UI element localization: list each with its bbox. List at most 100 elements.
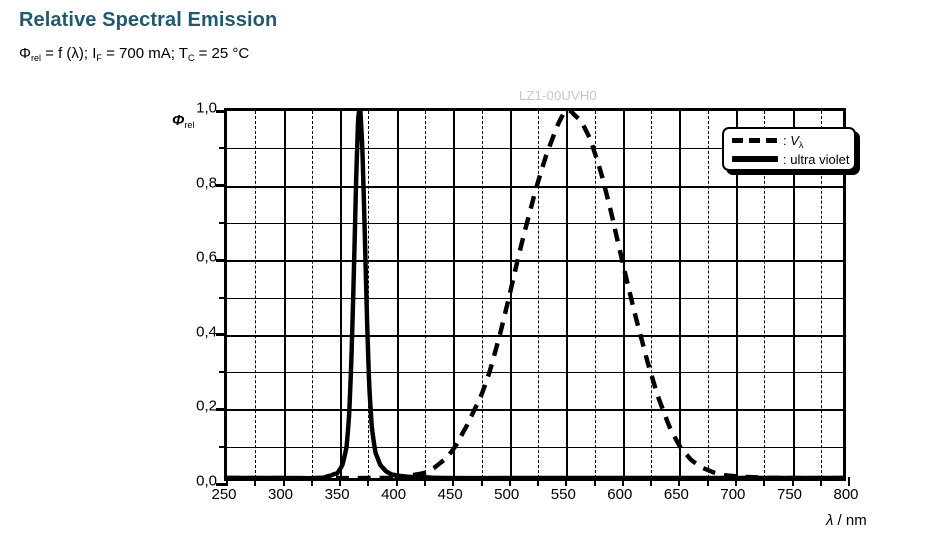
- x-tick: [282, 477, 285, 486]
- x-tick: [480, 480, 483, 486]
- grid-hline: [227, 372, 843, 374]
- x-tick-label: 550: [550, 486, 576, 503]
- grid-vline-dashed: [311, 111, 313, 478]
- grid-hline: [227, 446, 843, 448]
- x-axis-symbol: λ: [826, 512, 834, 529]
- grid-hline: [227, 297, 843, 299]
- grid-vline: [792, 111, 795, 478]
- y-tick-label: 1,0: [196, 99, 217, 117]
- y-tick: [219, 371, 227, 374]
- x-tick-label: 300: [267, 486, 294, 503]
- x-tick-label: 250: [211, 486, 237, 503]
- y-tick-label: 0,4: [196, 323, 217, 341]
- grid-vline: [566, 111, 569, 478]
- grid-vline-dashed: [764, 111, 766, 478]
- grid-vline-dashed: [820, 111, 822, 478]
- x-tick: [565, 477, 568, 486]
- subtitle-i-sub: F: [96, 53, 102, 63]
- y-tick: [219, 147, 227, 150]
- subtitle-eq3: = 25 °C: [194, 45, 250, 62]
- y-tick: [216, 482, 227, 486]
- subtitle-t-sub: C: [187, 53, 195, 63]
- x-tick-label: 400: [381, 486, 407, 503]
- x-tick-label: 650: [663, 486, 689, 503]
- legend-item-ultra-violet: : ultra violet: [732, 150, 849, 168]
- grid-vline: [453, 111, 456, 478]
- y-tick: [216, 407, 227, 411]
- x-axis-labels: 250 300 350 400 450 500 550 600 650 700 750 800: [211, 486, 858, 508]
- y-tick: [216, 109, 227, 113]
- legend-label-ultra-violet: : ultra violet: [783, 151, 850, 167]
- grid-vline: [340, 111, 343, 478]
- x-tick-label: 450: [437, 486, 463, 503]
- x-tick: [819, 480, 822, 486]
- x-tick: [593, 480, 596, 486]
- legend-solid-line-icon: [732, 152, 778, 166]
- x-tick-label: 350: [324, 486, 350, 503]
- legend-label-v-lambda: : Vλ: [783, 132, 804, 150]
- x-tick: [339, 477, 342, 486]
- grid-hline: [227, 148, 843, 150]
- curves-layer: [227, 111, 843, 478]
- subtitle-phi-sub: rel: [30, 53, 41, 63]
- x-tick: [848, 477, 850, 486]
- grid-vline-dashed: [424, 111, 426, 478]
- x-tick: [367, 480, 370, 486]
- x-axis-title: λ / nm: [826, 512, 867, 529]
- subtitle-eq2: = 700 mA; T: [101, 45, 188, 62]
- page-subtitle: Φrel = f (λ); IF = 700 mA; TC = 25 °C: [19, 45, 250, 63]
- grid-vline-dashed: [538, 111, 539, 478]
- grid-hline: [227, 222, 843, 224]
- y-tick-label: 0,6: [196, 248, 217, 266]
- x-axis-unit: / nm: [833, 512, 867, 529]
- x-tick: [706, 480, 709, 486]
- watermark-part-number: LZ1-00UVH0: [519, 88, 597, 103]
- grid-vline-dashed: [707, 111, 709, 478]
- grid-vline: [396, 111, 399, 478]
- y-tick-label: 0,2: [196, 397, 217, 415]
- series-ultra-violet: [227, 111, 843, 478]
- y-tick: [219, 221, 227, 224]
- x-tick: [678, 477, 681, 486]
- x-tick-label: 700: [720, 486, 746, 503]
- x-tick: [452, 477, 455, 486]
- x-tick: [508, 477, 511, 486]
- x-tick: [310, 480, 313, 486]
- x-tick: [791, 477, 794, 486]
- x-tick: [423, 480, 426, 486]
- grid-hline: [227, 409, 843, 412]
- x-tick-label: 750: [776, 486, 803, 503]
- x-tick-label: 800: [833, 486, 859, 503]
- x-tick: [650, 480, 653, 486]
- y-axis-title: Φrel: [172, 112, 195, 130]
- grid-vline-dashed: [255, 111, 257, 478]
- grid-hline: [227, 334, 843, 337]
- x-tick: [763, 480, 766, 486]
- grid-vline-dashed: [481, 111, 483, 478]
- grid-hline: [227, 260, 843, 263]
- chart-legend: : Vλ : ultra violet: [722, 127, 856, 171]
- grid-vline: [735, 111, 738, 478]
- legend-item-v-lambda: : Vλ: [732, 131, 804, 150]
- series-v-lambda: [227, 111, 843, 478]
- y-tick-label: 0,8: [196, 174, 217, 192]
- x-tick: [395, 477, 398, 486]
- y-axis-symbol: Φ: [172, 112, 185, 129]
- x-tick: [537, 480, 539, 486]
- y-axis-sub: rel: [184, 120, 195, 130]
- y-tick-label: 0,0: [196, 472, 217, 490]
- y-tick: [219, 445, 227, 448]
- x-tick: [621, 477, 624, 486]
- x-tick: [734, 477, 737, 486]
- grid-vline-dashed: [368, 111, 370, 478]
- y-axis-labels: 1,0 0,8 0,6 0,4 0,2 0,0: [177, 100, 217, 490]
- y-tick: [219, 296, 227, 299]
- y-tick: [216, 258, 227, 262]
- x-tick-label: 500: [494, 486, 520, 503]
- grid-vline: [679, 111, 682, 478]
- legend-dashed-line-icon: [732, 133, 778, 147]
- page-title: Relative Spectral Emission: [19, 9, 278, 31]
- x-tick-label: 600: [607, 486, 633, 503]
- grid-vline-dashed: [651, 111, 653, 478]
- subtitle-eq1: = f (λ); I: [40, 45, 97, 62]
